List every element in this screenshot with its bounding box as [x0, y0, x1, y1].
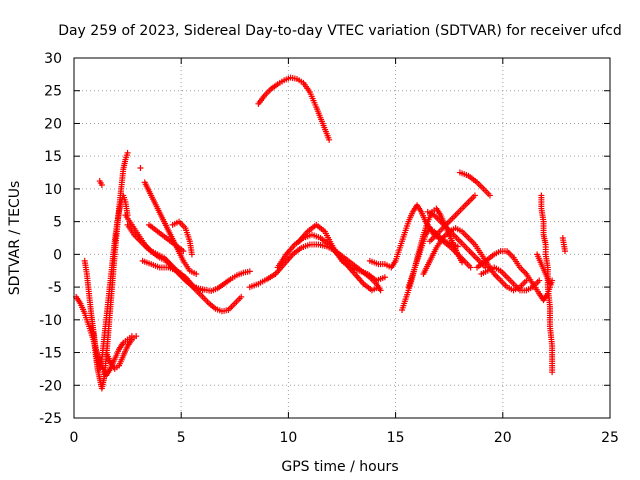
data-point [561, 248, 568, 255]
series-track-25 [478, 264, 543, 294]
series-track-8 [122, 212, 245, 315]
series-track-5 [96, 178, 105, 188]
data-point [326, 136, 333, 143]
data-point [124, 149, 131, 156]
y-tick-label: -25 [39, 411, 62, 427]
x-tick-label: 15 [387, 430, 405, 446]
y-tick-label: 0 [53, 247, 62, 263]
x-axis-label: GPS time / hours [281, 459, 398, 475]
data-point [377, 287, 384, 294]
series-track-19 [405, 225, 461, 291]
data-point [536, 277, 543, 284]
data-point [238, 293, 245, 300]
data-layer [73, 74, 568, 392]
series-track-15 [296, 221, 388, 284]
data-point [137, 164, 144, 171]
series-track-3 [90, 149, 131, 392]
series-track-27 [534, 251, 553, 287]
series-track-23 [456, 169, 493, 199]
series-track-26 [538, 192, 556, 376]
data-point [246, 268, 253, 275]
series-track-11 [146, 221, 187, 255]
series-track-12 [169, 218, 195, 258]
y-tick-label: -5 [48, 280, 62, 296]
x-tick-label: 5 [177, 430, 186, 446]
data-point [454, 243, 461, 250]
series-track-14 [274, 231, 382, 294]
data-point [546, 280, 553, 287]
y-tick-label: 20 [44, 116, 62, 132]
series-track-28 [559, 235, 568, 255]
data-point [133, 333, 140, 340]
y-tick-label: -10 [39, 313, 62, 329]
data-point [381, 274, 388, 281]
data-point [375, 284, 382, 291]
y-tick-label: 5 [53, 215, 62, 231]
series-track-9 [139, 257, 206, 294]
series-track-6 [137, 164, 144, 171]
series-track-4 [103, 333, 140, 372]
y-tick-label: -15 [39, 346, 62, 362]
series-track-10 [141, 179, 200, 277]
series-track-16 [255, 74, 333, 143]
chart-title: Day 259 of 2023, Sidereal Day-to-day VTE… [58, 23, 622, 39]
data-point [467, 264, 474, 271]
grid-layer [74, 58, 610, 418]
data-point [180, 248, 187, 255]
tick-layer: 0 5 10 15 20 25 -25 -20 -15 -10 -5 0 5 10 15 20 25 30 [39, 51, 619, 446]
series-track-24 [474, 248, 556, 304]
y-tick-label: 30 [44, 51, 62, 67]
x-tick-label: 0 [70, 430, 79, 446]
data-point [193, 271, 200, 277]
data-point [98, 181, 105, 188]
x-tick-label: 20 [494, 430, 512, 446]
y-tick-label: 25 [44, 84, 62, 100]
y-tick-label: 10 [44, 182, 62, 198]
data-point [549, 369, 556, 376]
plot-frame [73, 57, 611, 419]
data-point [486, 192, 493, 199]
data-point [471, 192, 478, 199]
x-tick-label: 25 [601, 430, 619, 446]
y-tick-label: 15 [44, 149, 62, 165]
data-point [188, 251, 195, 258]
y-tick-label: -20 [39, 378, 62, 394]
y-axis-label: SDTVAR / TECUs [7, 181, 23, 296]
data-point [459, 259, 466, 266]
x-tick-label: 10 [279, 430, 297, 446]
data-point [199, 287, 206, 294]
